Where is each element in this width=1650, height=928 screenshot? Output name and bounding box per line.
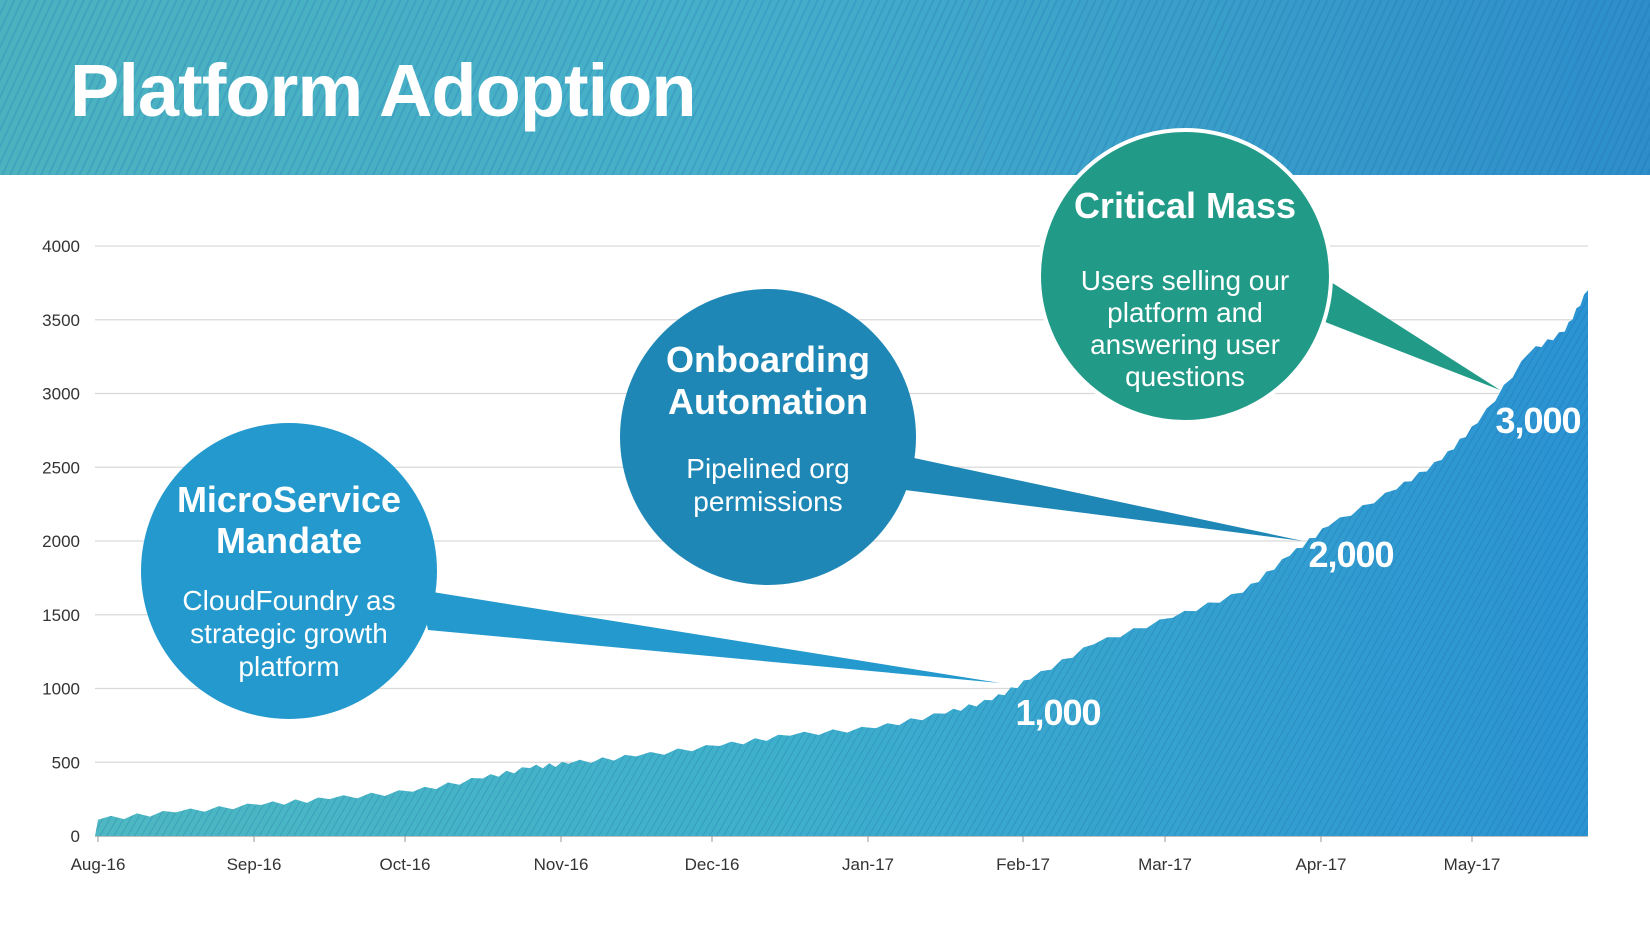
callout-pointer <box>1320 275 1500 390</box>
y-tick-label: 2500 <box>42 458 80 477</box>
x-tick-label: Mar-17 <box>1138 855 1192 874</box>
x-tick-label: Apr-17 <box>1295 855 1346 874</box>
header-texture <box>0 0 1650 175</box>
y-tick-label: 500 <box>52 753 80 772</box>
milestone-label: 1,000 <box>1015 692 1100 733</box>
callout-text: Pipelined org <box>686 453 849 484</box>
header-banner: Platform Adoption <box>0 0 1650 175</box>
callout-title: Onboarding <box>666 339 870 380</box>
x-tick-label: Feb-17 <box>996 855 1050 874</box>
callout-text: platform and <box>1107 297 1263 328</box>
callout-bubble <box>141 423 437 719</box>
y-tick-label: 1500 <box>42 606 80 625</box>
x-tick-label: Aug-16 <box>71 855 126 874</box>
callout-text: CloudFoundry as <box>182 585 395 616</box>
callout-title: Mandate <box>216 520 362 561</box>
y-tick-label: 1000 <box>42 680 80 699</box>
area-series <box>95 290 1588 836</box>
callout-pointer <box>420 590 1000 683</box>
callout-text: platform <box>238 651 339 682</box>
x-tick-label: Dec-16 <box>685 855 740 874</box>
callout-text: questions <box>1125 361 1245 392</box>
y-tick-label: 4000 <box>42 237 80 256</box>
x-tick-label: Sep-16 <box>227 855 282 874</box>
callout-title: Critical Mass <box>1074 185 1296 226</box>
callout-title: MicroService <box>177 479 401 520</box>
y-tick-label: 0 <box>71 827 80 846</box>
y-axis: 0 500 1000 1500 2000 2500 3000 3500 4000 <box>42 237 80 846</box>
x-tick-label: May-17 <box>1444 855 1501 874</box>
x-axis: Aug-16 Sep-16 Oct-16 Nov-16 Dec-16 Jan-17 Feb-… <box>71 836 1501 874</box>
area-texture <box>95 290 1588 836</box>
callout-text: answering user <box>1090 329 1280 360</box>
callout-title: Automation <box>668 381 868 422</box>
x-tick-label: Oct-16 <box>379 855 430 874</box>
callout-bubble <box>620 289 916 585</box>
callout-text: permissions <box>693 486 842 517</box>
milestone-label: 2,000 <box>1308 534 1393 575</box>
callout-text: strategic growth <box>190 618 388 649</box>
y-tick-label: 3000 <box>42 385 80 404</box>
callout-bubble <box>1037 128 1333 424</box>
x-tick-label: Nov-16 <box>534 855 589 874</box>
milestones: 1,000 2,000 3,000 <box>1015 400 1581 733</box>
milestone-label: 3,000 <box>1495 400 1580 441</box>
y-tick-label: 2000 <box>42 532 80 551</box>
callout-pointer <box>900 455 1303 541</box>
page-title: Platform Adoption <box>70 49 697 132</box>
callout-text: Users selling our <box>1081 265 1290 296</box>
y-tick-label: 3500 <box>42 311 80 330</box>
x-tick-label: Jan-17 <box>842 855 894 874</box>
